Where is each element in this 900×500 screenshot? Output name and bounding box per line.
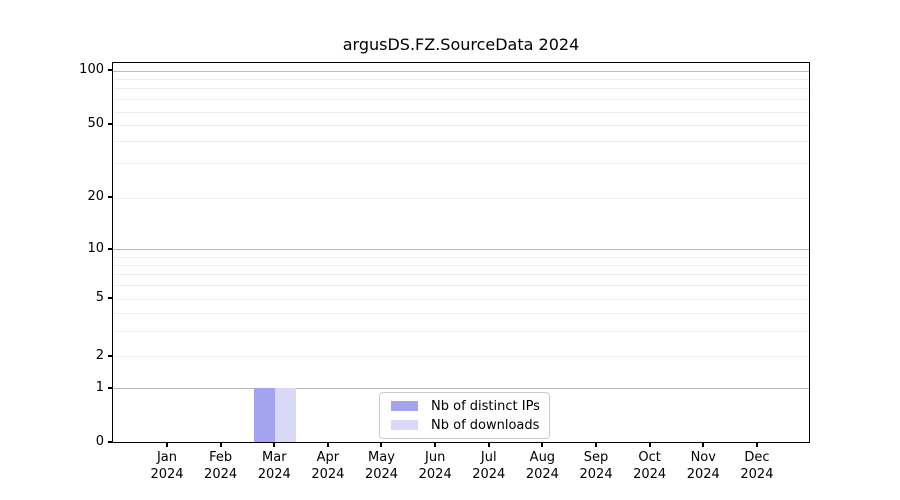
x-tick-label: Jul 2024 [459, 449, 519, 483]
y-tick-mark [108, 68, 112, 71]
y-tick-label: 50 [87, 115, 104, 131]
bar-downloads [275, 388, 297, 442]
y-tick-label: 0 [95, 434, 104, 449]
y-gridline [113, 330, 809, 332]
x-tick-mark [595, 443, 598, 447]
x-tick-month: Aug [529, 450, 556, 465]
x-tick-year: 2024 [311, 467, 345, 482]
x-tick-mark [219, 443, 222, 447]
y-gridline [113, 78, 809, 80]
legend-row: Nb of downloads [388, 418, 541, 433]
y-gridline [113, 99, 809, 100]
x-tick-year: 2024 [579, 467, 613, 482]
legend-swatch [391, 420, 418, 430]
x-tick-month: Sep [583, 450, 609, 465]
x-tick-month: Dec [744, 450, 770, 465]
x-tick-mark [755, 443, 758, 447]
bar-distinct-ips [254, 388, 276, 442]
x-tick-year: 2024 [150, 467, 184, 482]
x-tick-mark [541, 443, 544, 447]
x-tick-year: 2024 [418, 467, 452, 482]
y-gridline [113, 163, 809, 165]
x-tick-month: Jul [480, 450, 497, 465]
y-gridline [113, 388, 809, 390]
y-gridline [113, 249, 809, 251]
x-tick-label: May 2024 [351, 449, 411, 483]
y-gridline [113, 88, 809, 89]
y-tick-mark [108, 387, 112, 390]
x-tick-label: Mar 2024 [244, 449, 304, 483]
x-tick-mark [487, 443, 490, 447]
x-tick-month: Feb [209, 450, 233, 465]
x-tick-year: 2024 [204, 467, 238, 482]
x-tick-mark [702, 443, 705, 447]
x-tick-year: 2024 [364, 467, 399, 482]
x-tick-year: 2024 [472, 467, 506, 482]
x-tick-label: Dec 2024 [727, 449, 787, 483]
x-tick-mark [434, 443, 437, 447]
x-tick-label: Sep 2024 [566, 449, 626, 483]
y-tick-mark [108, 247, 112, 250]
y-tick-mark [108, 355, 112, 358]
y-gridline [113, 285, 809, 287]
x-tick-year: 2024 [740, 467, 774, 482]
x-tick-month: Oct [638, 450, 661, 465]
y-gridline [113, 141, 809, 143]
y-tick-label: 1 [95, 380, 104, 396]
y-tick-mark [108, 441, 112, 443]
x-tick-month: Apr [316, 450, 340, 465]
x-tick-month: May [368, 450, 395, 465]
y-gridline [113, 298, 809, 300]
x-tick-label: Jun 2024 [405, 449, 465, 483]
y-gridline [113, 312, 809, 314]
x-tick-year: 2024 [633, 467, 667, 482]
x-tick-month: Nov [690, 450, 716, 465]
x-tick-year: 2024 [686, 467, 720, 482]
x-tick-mark [648, 443, 651, 447]
y-gridline [113, 124, 809, 126]
legend-swatch [391, 401, 418, 411]
x-tick-mark [273, 443, 276, 447]
legend-label: Nb of distinct IPs [431, 398, 540, 414]
y-tick-label: 5 [95, 290, 104, 306]
x-tick-month: Jan [156, 450, 178, 465]
y-gridline [113, 265, 809, 266]
y-tick-label: 2 [95, 348, 104, 364]
x-tick-mark [380, 443, 383, 447]
y-tick-mark [108, 196, 112, 199]
x-tick-month: Mar [262, 450, 287, 465]
y-tick-label: 20 [87, 189, 104, 205]
x-tick-year: 2024 [257, 467, 291, 482]
y-gridline [113, 197, 809, 199]
y-gridline [113, 274, 809, 276]
y-gridline [113, 256, 809, 258]
x-tick-mark [166, 443, 168, 447]
legend: Nb of distinct IPs Nb of downloads [379, 392, 550, 439]
x-tick-label: Feb 2024 [191, 449, 251, 483]
y-gridline [113, 356, 809, 358]
y-tick-label: 100 [79, 61, 104, 77]
y-tick-mark [108, 297, 112, 300]
y-tick-label: 10 [87, 240, 104, 256]
x-tick-month: Jun [425, 450, 446, 465]
x-tick-label: Nov 2024 [673, 449, 733, 483]
legend-label: Nb of downloads [431, 417, 540, 433]
plot-area: Nb of distinct IPs Nb of downloads [112, 62, 810, 443]
x-tick-label: Jan 2024 [137, 449, 197, 483]
legend-row: Nb of distinct IPs [388, 399, 541, 414]
x-tick-label: Apr 2024 [298, 449, 358, 483]
x-tick-label: Oct 2024 [620, 449, 680, 483]
x-tick-year: 2024 [525, 467, 559, 482]
y-gridline [113, 70, 809, 72]
y-gridline [113, 111, 809, 113]
x-tick-label: Aug 2024 [512, 449, 572, 483]
chart-title: argusDS.FZ.SourceData 2024 [342, 35, 580, 54]
x-tick-mark [326, 443, 329, 447]
y-tick-mark [108, 122, 112, 125]
